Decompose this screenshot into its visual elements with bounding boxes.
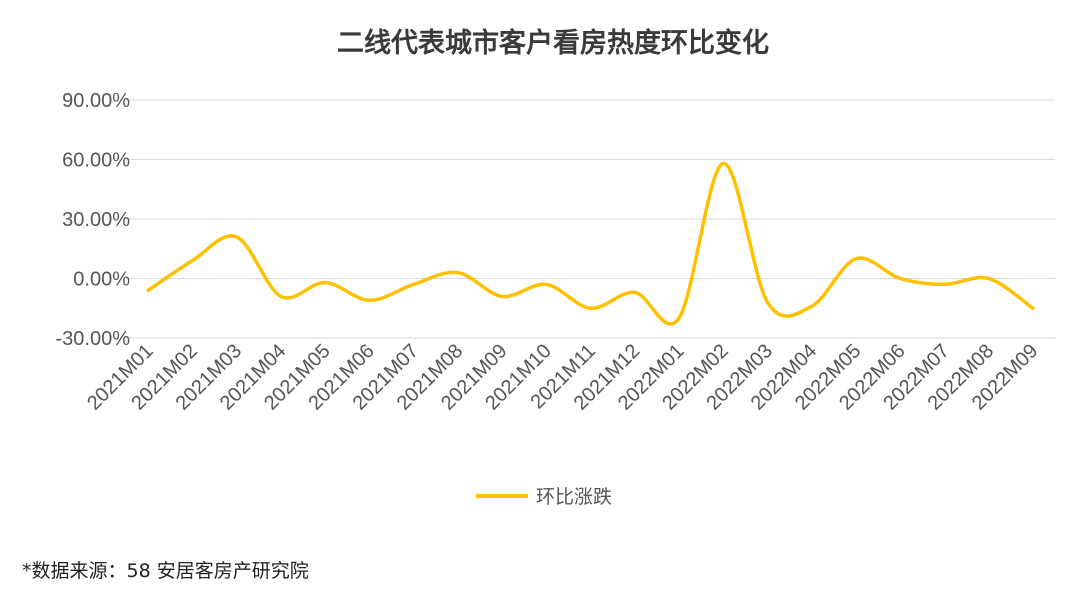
y-tick-label: 90.00% bbox=[62, 90, 130, 112]
data-point bbox=[720, 160, 726, 166]
series-line bbox=[146, 161, 1035, 326]
y-tick-label: -30.00% bbox=[56, 328, 131, 350]
legend: 环比涨跌 bbox=[476, 486, 612, 508]
data-point bbox=[986, 276, 992, 282]
series-lines bbox=[145, 160, 1036, 326]
data-point bbox=[897, 276, 903, 282]
data-point bbox=[189, 258, 195, 264]
y-tick-label: 30.00% bbox=[62, 209, 130, 231]
y-tick-label: 60.00% bbox=[62, 150, 130, 172]
data-point bbox=[234, 234, 240, 240]
chart-title: 二线代表城市客户看房热度环比变化 bbox=[337, 27, 769, 59]
x-axis-tick-labels: 2021M012021M022021M032021M042021M052021M… bbox=[83, 340, 1042, 415]
data-point bbox=[499, 293, 505, 299]
data-point bbox=[278, 293, 284, 299]
legend-label: 环比涨跌 bbox=[536, 486, 612, 508]
y-axis-tick-labels: 90.00% 60.00% 30.00% 0.00% -30.00% bbox=[56, 90, 131, 350]
source-note: *数据来源：58 安居客房产研究院 bbox=[22, 560, 309, 582]
data-point bbox=[588, 305, 594, 311]
data-point bbox=[411, 281, 417, 287]
data-point bbox=[632, 289, 638, 295]
data-point bbox=[941, 281, 947, 287]
data-point bbox=[764, 299, 770, 305]
data-point bbox=[1030, 305, 1036, 311]
data-point bbox=[676, 315, 682, 321]
data-point bbox=[322, 279, 328, 285]
data-point bbox=[543, 281, 549, 287]
data-point bbox=[366, 297, 372, 303]
data-point bbox=[145, 287, 151, 293]
data-point bbox=[455, 270, 461, 276]
data-point bbox=[809, 303, 815, 309]
y-tick-label: 0.00% bbox=[73, 269, 130, 291]
grid-lines bbox=[126, 99, 1055, 339]
data-point bbox=[853, 256, 859, 262]
